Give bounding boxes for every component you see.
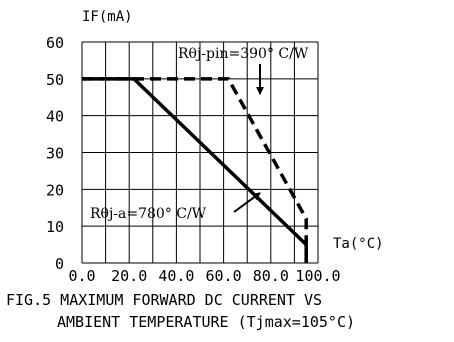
y-axis-label: IF(mA) [82, 9, 133, 25]
annotation-pin: Rθj-pin=390° C/W [178, 46, 309, 62]
x-tick-label: 20.0 [111, 267, 147, 285]
y-tick-label: 10 [46, 218, 64, 236]
y-tick-label: 0 [55, 255, 64, 273]
caption-line-1: FIG.5 MAXIMUM FORWARD DC CURRENT VS [6, 291, 322, 309]
x-axis-label: Ta(°C) [333, 236, 384, 252]
y-tick-label: 60 [46, 34, 64, 52]
tick-labels: 0 10 20 30 40 50 60 0.0 20.0 40.0 60.0 80.0 100.0 [46, 34, 341, 285]
x-tick-label: 40.0 [158, 267, 194, 285]
y-tick-label: 30 [46, 145, 64, 163]
y-tick-label: 40 [46, 108, 64, 126]
y-tick-label: 20 [46, 181, 64, 199]
x-tick-label: 80.0 [253, 267, 289, 285]
x-tick-label: 60.0 [206, 267, 242, 285]
x-tick-label: 0.0 [68, 267, 95, 285]
annotation-ambient-arrow [233, 192, 261, 213]
x-tick-label: 100.0 [295, 267, 340, 285]
y-tick-label: 50 [46, 71, 64, 89]
caption-line-2: AMBIENT TEMPERATURE (Tjmax=105°C) [57, 313, 355, 331]
series-line-ambient [82, 77, 308, 263]
series-line-pin [82, 77, 308, 263]
annotation-ambient: Rθj-a=780° C/W [90, 206, 207, 222]
grid-lines [81, 41, 319, 264]
series-layer [82, 77, 308, 263]
